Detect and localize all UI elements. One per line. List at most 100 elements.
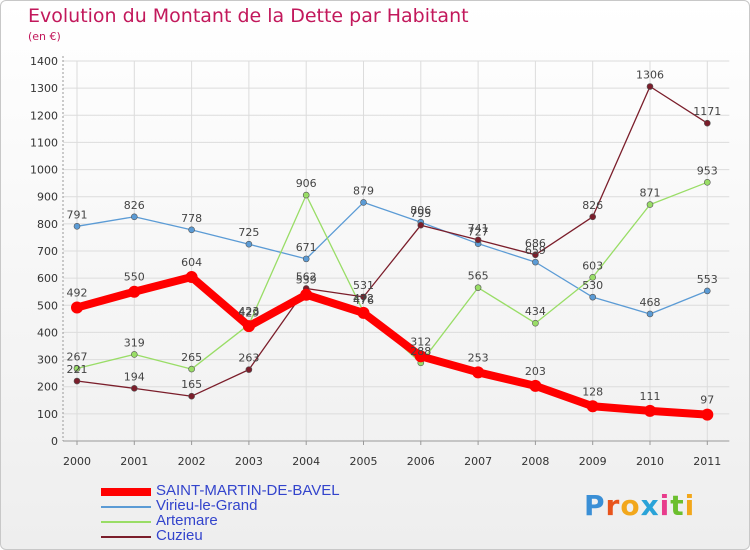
legend-swatch (101, 521, 151, 523)
data-label: 565 (468, 270, 489, 283)
data-point (589, 213, 597, 221)
data-point (646, 201, 654, 208)
proxiti-logo: Proxiti (584, 489, 696, 522)
data-point (474, 284, 482, 291)
data-point (586, 400, 599, 413)
data-label: 288 (410, 345, 431, 358)
data-label: 604 (181, 256, 202, 269)
data-label: 778 (181, 212, 202, 225)
data-label: 434 (525, 305, 546, 318)
data-point (245, 366, 253, 373)
data-label: 128 (582, 385, 603, 398)
x-tick-label: 2000 (63, 455, 91, 468)
data-label: 603 (582, 259, 603, 272)
data-label: 686 (525, 237, 546, 250)
y-tick-label: 500 (37, 299, 58, 312)
y-tick-label: 100 (37, 408, 58, 421)
legend-swatch (101, 488, 151, 496)
series-line (76, 181, 708, 370)
data-point (589, 274, 597, 281)
data-point (131, 213, 138, 221)
x-tick-label: 2011 (693, 455, 721, 468)
x-tick-label: 2005 (350, 455, 378, 468)
data-label: 221 (67, 363, 88, 376)
data-labels: 791 826 778 725 671 879 806 727 659 530 468 553 267 3… (67, 69, 722, 407)
data-label: 659 (525, 244, 546, 257)
data-label: 472 (353, 292, 374, 305)
data-point (188, 226, 195, 234)
y-tick-label: 700 (37, 245, 58, 258)
data-label: 741 (468, 222, 489, 235)
x-tick-label: 2006 (407, 455, 435, 468)
data-label: 826 (582, 199, 603, 212)
y-tick-label: 800 (37, 218, 58, 231)
data-label: 319 (124, 336, 145, 349)
data-point (644, 404, 656, 417)
legend-label: Cuzieu (156, 527, 203, 544)
data-label: 531 (353, 279, 374, 292)
data-label: 906 (296, 177, 317, 190)
data-label: 879 (353, 184, 374, 197)
x-tick-label: 2009 (579, 455, 607, 468)
y-tick-label: 1400 (30, 55, 58, 68)
data-point (71, 301, 83, 314)
x-tick-label: 2007 (464, 455, 492, 468)
data-label: 492 (67, 286, 88, 299)
y-tick-label: 200 (37, 381, 58, 394)
data-label: 1171 (693, 105, 721, 118)
data-label: 468 (640, 296, 661, 309)
data-label: 539 (296, 274, 317, 287)
x-tick-label: 2003 (235, 455, 263, 468)
data-label: 795 (410, 207, 431, 220)
x-tick-label: 2010 (636, 455, 664, 468)
data-point (529, 379, 542, 392)
data-point (360, 199, 367, 206)
data-label: 203 (525, 365, 546, 378)
chart-title: Evolution du Montant de la Dette par Hab… (28, 5, 469, 27)
data-label: 826 (124, 199, 145, 212)
data-point (185, 271, 198, 284)
data-point (188, 392, 195, 400)
data-point (703, 287, 711, 295)
data-label: 111 (640, 390, 661, 403)
data-label: 312 (410, 335, 431, 348)
y-tick-label: 900 (37, 191, 58, 204)
data-label: 871 (640, 187, 661, 200)
data-point (131, 351, 138, 358)
data-label: 553 (697, 273, 718, 286)
y-tick-label: 1000 (30, 164, 58, 177)
data-point (417, 221, 425, 229)
data-label: 253 (468, 351, 489, 364)
data-label: 97 (700, 394, 714, 407)
data-label: 429 (238, 307, 259, 320)
data-point (472, 366, 485, 379)
y-tick-label: 400 (37, 326, 58, 339)
data-point (703, 119, 711, 127)
data-label: 530 (582, 279, 603, 292)
data-point (188, 365, 195, 373)
x-tick-label: 2002 (178, 455, 206, 468)
data-label: 953 (697, 164, 718, 177)
data-label: 791 (67, 208, 88, 221)
y-tick-label: 1200 (30, 109, 58, 122)
legend-label: Virieu-le-Grand (156, 497, 258, 514)
axes: 0 100 200 300 400 500 600 700 800 900 1000 1100 1200… (30, 55, 730, 468)
data-label: 194 (124, 370, 145, 383)
legend-swatch (101, 536, 151, 538)
data-label: 165 (181, 378, 202, 391)
data-label: 263 (238, 352, 259, 365)
data-point (532, 258, 539, 266)
gridlines (63, 60, 730, 442)
data-point (357, 306, 370, 319)
legend-swatch (101, 506, 151, 508)
data-label: 727 (468, 226, 489, 239)
data-label: 267 (67, 351, 88, 364)
data-point (73, 365, 81, 372)
data-point (360, 293, 367, 301)
data-label: 806 (410, 204, 431, 217)
data-point (646, 83, 654, 90)
y-tick-label: 300 (37, 354, 58, 367)
y-tick-label: 600 (37, 272, 58, 285)
x-tick-label: 2001 (120, 455, 148, 468)
data-label: 476 (353, 294, 374, 307)
